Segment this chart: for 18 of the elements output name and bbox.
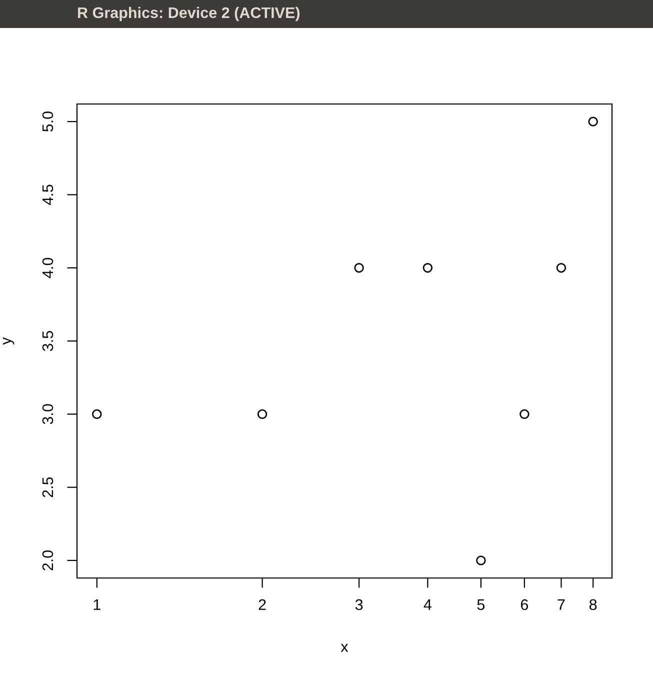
y-tick-label: 3.5 <box>42 331 54 352</box>
x-tick-label: 8 <box>590 599 597 610</box>
chart-title: R Graphics: Device 2 (ACTIVE) <box>78 6 300 22</box>
x-axis-title: x <box>340 644 348 652</box>
x-tick-label: 1 <box>94 599 100 610</box>
y-tick-label: 5.0 <box>42 112 54 132</box>
x-tick-label: 5 <box>477 599 485 610</box>
y-tick-label: 4.5 <box>42 184 54 205</box>
y-tick-label: 3.0 <box>42 404 54 424</box>
x-tick-label: 4 <box>424 599 432 610</box>
x-tick-label: 2 <box>258 599 266 610</box>
x-tick-label: 3 <box>355 599 363 610</box>
y-tick-label: 2.0 <box>42 550 54 570</box>
y-tick-label: 4.0 <box>42 258 54 278</box>
x-tick-label: 7 <box>558 599 565 610</box>
y-tick-label: 2.5 <box>42 477 54 498</box>
x-tick-label: 6 <box>520 599 528 610</box>
y-axis-title: y <box>2 337 14 345</box>
